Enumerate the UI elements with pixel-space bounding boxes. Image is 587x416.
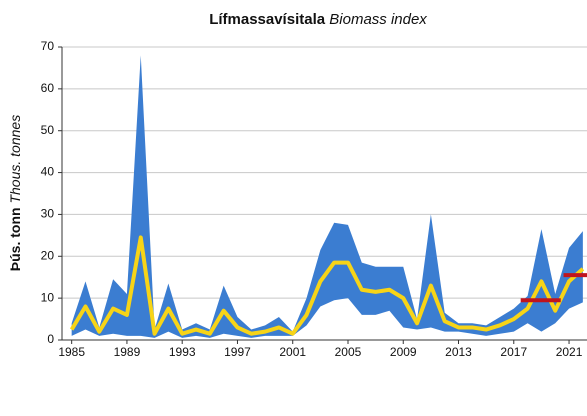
x-tick-label: 2017 [500,345,527,359]
x-tick-label: 2009 [390,345,417,359]
title-sub: Biomass index [329,11,427,28]
x-tick-label: 1993 [169,345,196,359]
y-tick-label: 60 [41,81,55,95]
x-tick-label: 2005 [335,345,362,359]
x-tick-label: 2021 [556,345,583,359]
y-tick-label: 50 [41,123,55,137]
x-tick-label: 1997 [224,345,251,359]
y-tick-label: 40 [41,165,55,179]
y-tick-label: 0 [47,332,54,346]
y-tick-label: 70 [41,39,55,53]
ylabel-sub: Thous. tonnes [7,115,23,204]
y-tick-label: 20 [41,248,55,262]
ylabel-main: Þús. tonn [7,207,23,271]
y-tick-label: 30 [41,207,55,221]
y-tick-label: 10 [41,290,55,304]
x-tick-label: 2013 [445,345,472,359]
confidence-band [71,55,583,338]
x-tick-label: 2001 [279,345,306,359]
title-main: Lífmassavísitala [209,11,326,28]
line [69,235,585,336]
x-tick-label: 1985 [58,345,85,359]
x-tick-label: 1989 [114,345,141,359]
y-axis-label: Þús. tonn Thous. tonnes [7,115,23,271]
chart-title: Lífmassavísitala Biomass index [209,11,427,28]
